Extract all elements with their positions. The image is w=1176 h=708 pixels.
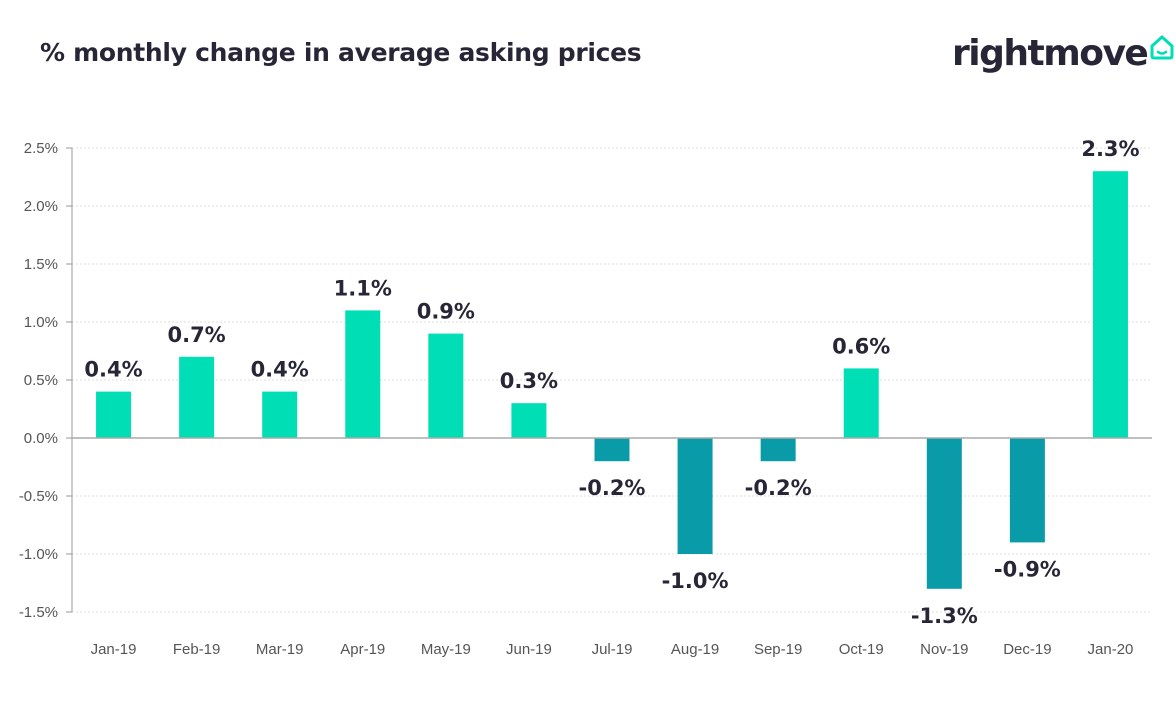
house-outline-icon [1150,35,1174,60]
data-label: 0.3% [500,369,558,393]
bar-jul-19 [594,438,630,462]
bar-sep-19 [760,438,796,462]
x-tick-label: Jan-19 [91,641,137,658]
y-tick-label: 2.0% [24,198,58,215]
x-tick-label: Jul-19 [592,641,633,658]
bar-may-19 [428,333,464,438]
bar-apr-19 [345,310,381,438]
bar-nov-19 [926,438,962,589]
data-label: 0.7% [167,323,225,347]
bar-mar-19 [262,391,298,438]
data-label: -0.9% [994,557,1061,581]
data-label: -0.2% [579,476,646,500]
y-tick-label: 0.0% [24,430,58,447]
x-tick-label: Aug-19 [671,641,719,658]
y-tick-label: 0.5% [24,372,58,389]
logo-wordmark: rightmove [952,33,1149,74]
bar-oct-19 [843,368,879,438]
x-tick-label: Oct-19 [839,641,884,658]
rightmove-logo: rightmove [952,28,1175,80]
y-tick-label: -0.5% [19,488,58,505]
bar-jan-19 [96,391,132,438]
bar-jun-19 [511,403,547,438]
x-tick-label: Apr-19 [340,641,385,658]
data-label: 0.9% [417,300,475,324]
x-tick-label: May-19 [421,641,471,658]
y-tick-label: 2.5% [24,140,58,157]
bar-feb-19 [179,356,215,438]
x-tick-label: Jan-20 [1088,641,1134,658]
chart-title: % monthly change in average asking price… [40,38,642,67]
data-label: 0.4% [251,358,309,382]
x-tick-label: Mar-19 [256,641,304,658]
data-label: 0.4% [84,358,142,382]
data-label: -0.2% [745,476,812,500]
y-tick-label: -1.0% [19,546,58,563]
data-label: 2.3% [1081,137,1139,161]
bar-dec-19 [1009,438,1045,543]
y-tick-label: -1.5% [19,604,58,621]
bar-jan-20 [1092,171,1128,438]
x-tick-label: Feb-19 [173,641,221,658]
y-tick-label: 1.5% [24,256,58,273]
x-tick-label: Dec-19 [1003,641,1051,658]
x-tick-label: Jun-19 [506,641,552,658]
x-tick-label: Sep-19 [754,641,802,658]
y-tick-label: 1.0% [24,314,58,331]
data-label: -1.3% [911,604,978,628]
data-label: 0.6% [832,334,890,358]
bar-aug-19 [677,438,713,554]
data-label: -1.0% [662,569,729,593]
data-label: 1.1% [334,276,392,300]
x-tick-label: Nov-19 [920,641,968,658]
